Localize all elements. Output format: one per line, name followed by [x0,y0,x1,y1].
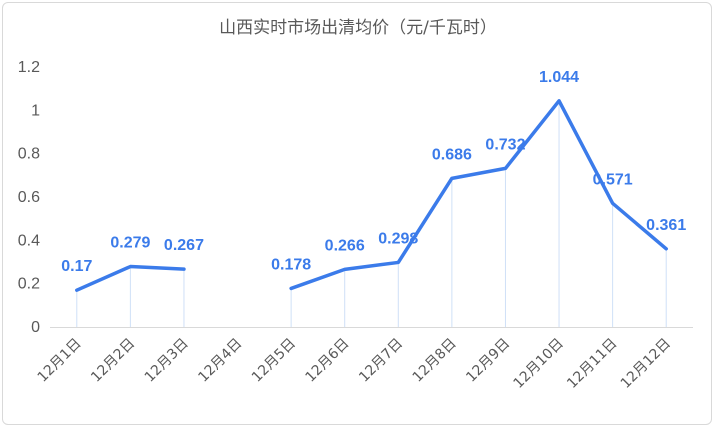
x-tick-label: 12月1日 [35,336,85,386]
y-tick-label: 0.8 [18,146,40,163]
data-label: 0.266 [325,237,365,254]
chart-title: 山西实时市场出清均价（元/千瓦时） [219,18,497,38]
data-label: 0.732 [485,136,525,153]
chart-frame [2,2,712,425]
x-tick-label: 12月9日 [463,336,513,386]
y-tick-label: 1.2 [18,59,40,76]
x-tick-label: 12月10日 [511,336,567,392]
y-tick-label: 0.4 [18,232,40,249]
x-tick-label: 12月8日 [410,336,460,386]
x-tick-label: 12月5日 [249,336,299,386]
data-label: 0.686 [432,146,472,163]
data-label: 0.17 [61,258,92,275]
y-tick-label: 1 [31,102,40,119]
y-axis-ticks: 0 0.2 0.4 0.6 0.8 1 1.2 [18,59,40,336]
data-label: 0.571 [593,171,633,188]
y-tick-label: 0 [31,319,40,336]
y-tick-label: 0.2 [18,276,40,293]
x-tick-label: 12月6日 [303,336,353,386]
x-tick-label: 12月4日 [195,336,245,386]
data-labels: 0.17 0.279 0.267 0.178 0.266 0.298 0.686 0.732 1… [61,69,686,275]
x-tick-label: 12月11日 [564,336,620,392]
series-lines [75,99,668,292]
data-label: 0.361 [646,217,686,234]
data-label: 1.044 [539,69,579,86]
series-line [75,264,186,292]
data-label: 0.279 [110,235,150,252]
drop-lines [76,100,667,327]
x-axis-ticks: 12月1日 12月2日 12月3日 12月4日 12月5日 12月6日 12月7日 12月8日… [35,336,674,392]
data-label: 0.178 [271,256,311,273]
x-tick-label: 12月3日 [142,336,192,386]
series-line [289,99,668,291]
x-tick-label: 12月2日 [88,336,138,386]
data-label: 0.267 [164,237,204,254]
x-tick-label: 12月7日 [356,336,406,386]
y-tick-label: 0.6 [18,189,40,206]
x-tick-label: 12月12日 [618,336,674,392]
data-label: 0.298 [378,230,418,247]
